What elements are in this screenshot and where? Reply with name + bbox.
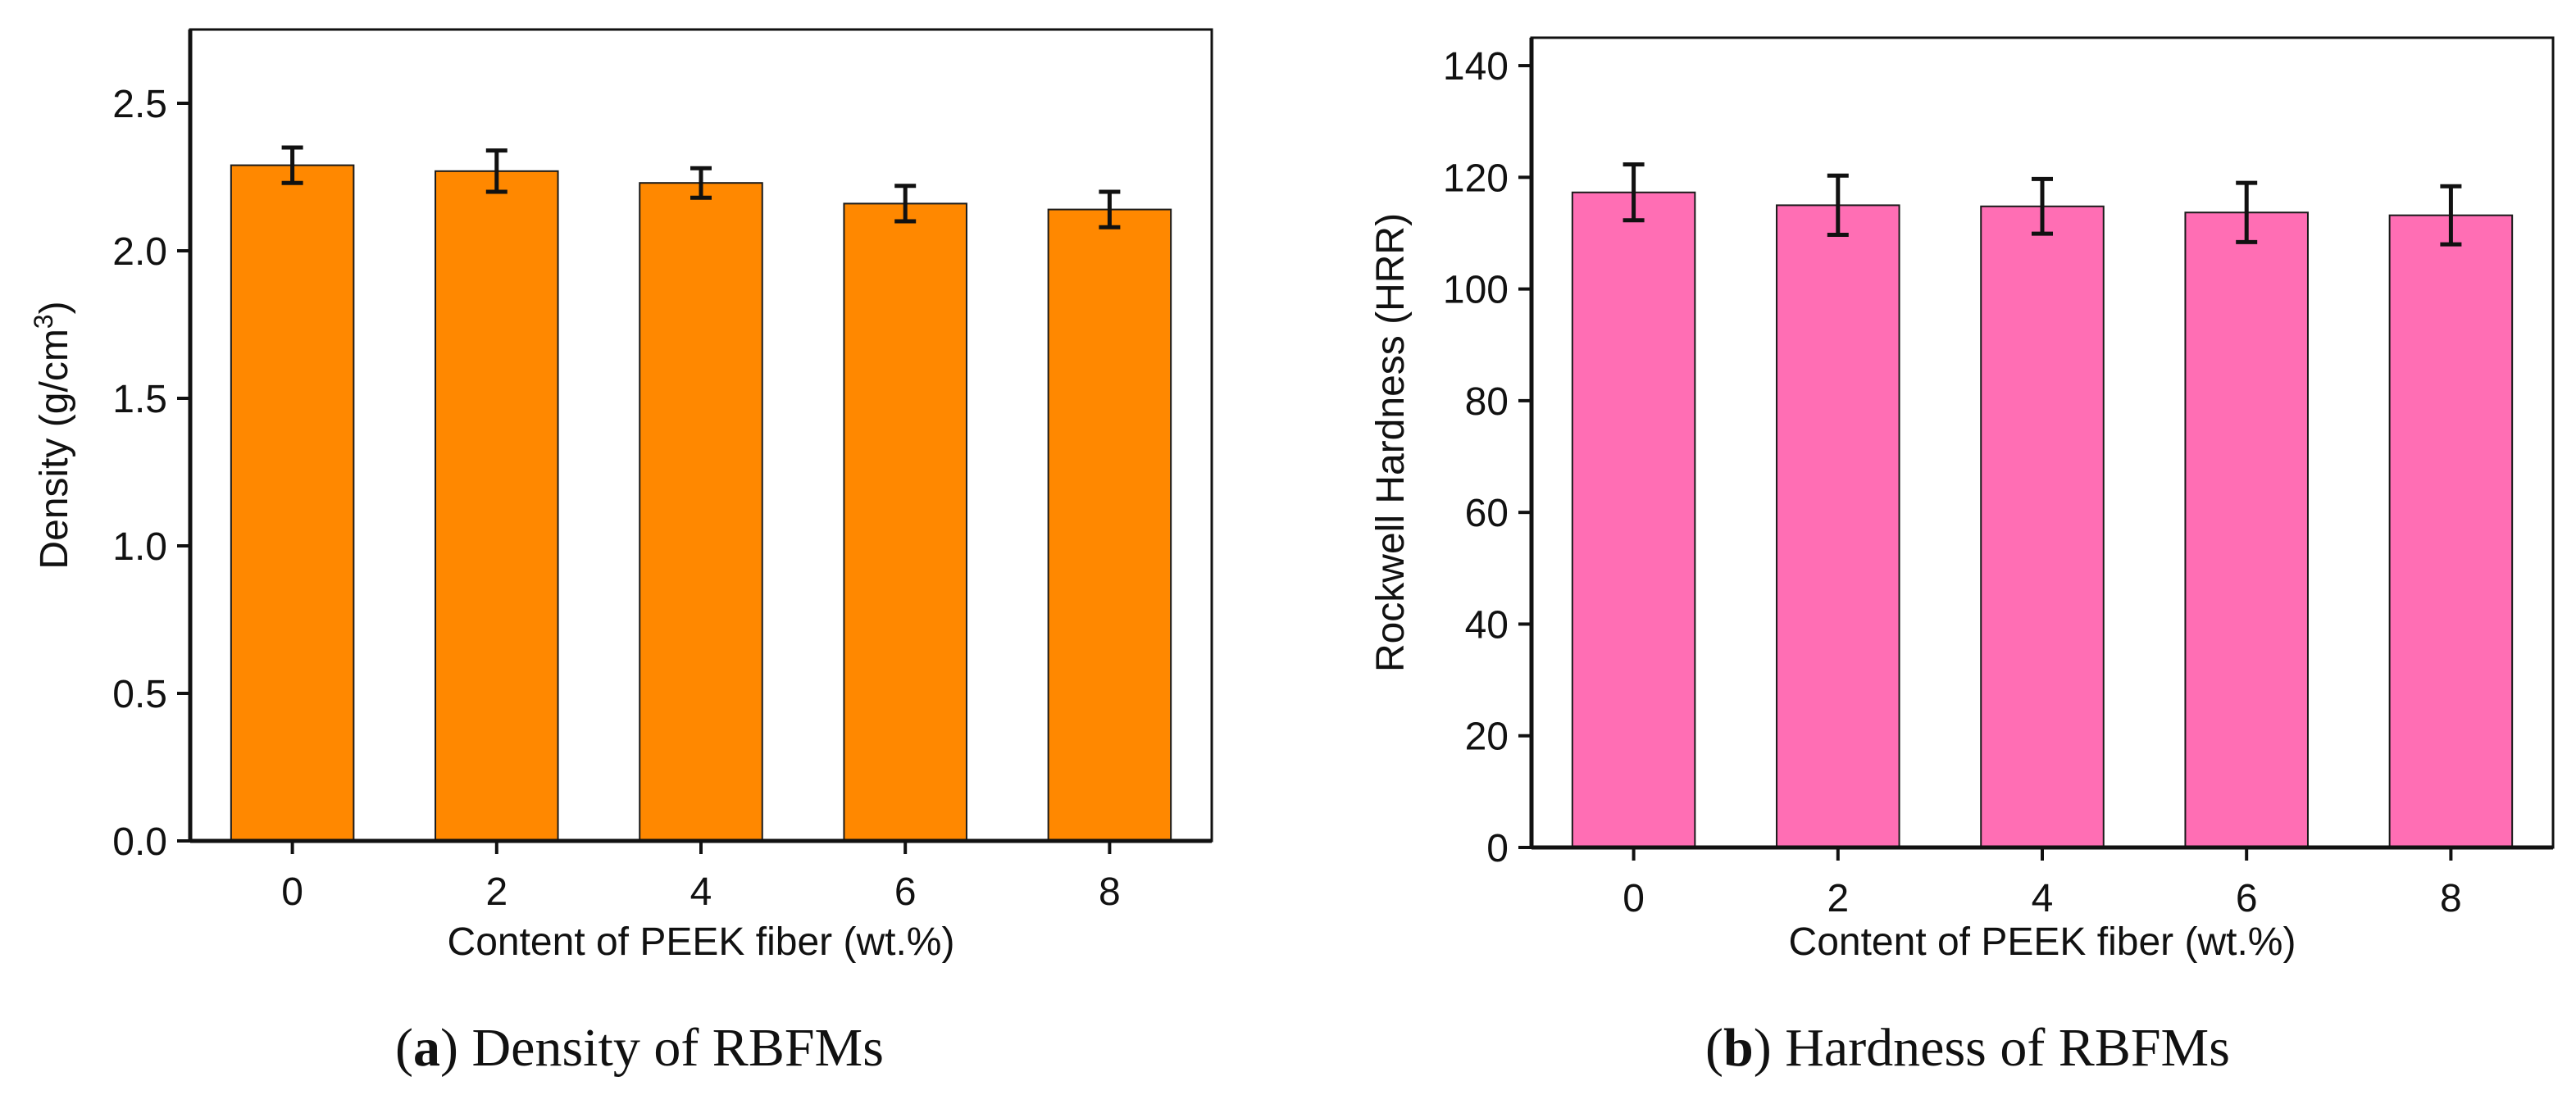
y-axis-label-close: ) <box>33 301 76 314</box>
bar-0 <box>1572 193 1695 847</box>
bar-0 <box>231 166 354 841</box>
x-tick-label: 2 <box>1827 877 1849 920</box>
y-tick-label: 0.0 <box>112 820 167 864</box>
x-tick-label: 4 <box>2032 877 2054 920</box>
bar-8 <box>1049 210 1172 841</box>
y-tick-label: 40 <box>1465 603 1509 647</box>
y-tick-label: 120 <box>1443 157 1509 200</box>
x-tick-label: 4 <box>690 870 712 914</box>
caption-text: Density of RBFMs <box>472 1018 884 1078</box>
panel-hardness: 0 20 40 60 80 100 120 140 0 2 4 6 8 Content of PEEK f… <box>1369 38 2553 1078</box>
y-tick-label: 20 <box>1465 716 1509 759</box>
bar-4 <box>1981 207 2104 847</box>
x-tick-label: 0 <box>281 870 303 914</box>
y-tick-label: 1.0 <box>112 525 167 569</box>
caption: (b) Hardness of RBFMs <box>1705 1018 2230 1078</box>
bar-2 <box>435 171 558 841</box>
bar-4 <box>639 183 762 841</box>
caption-text: Hardness of RBFMs <box>1785 1018 2230 1078</box>
x-tick-label: 0 <box>1623 877 1645 920</box>
caption-letter: b <box>1723 1018 1754 1078</box>
bar-2 <box>1777 205 1900 847</box>
x-axis-label: Content of PEEK fiber (wt.%) <box>448 920 955 964</box>
x-tick-label: 2 <box>485 870 507 914</box>
figure: 0.0 0.5 1.0 1.5 2.0 2.5 0 2 4 6 8 Content of PEEK f… <box>0 0 2576 1100</box>
figure-svg: 0.0 0.5 1.0 1.5 2.0 2.5 0 2 4 6 8 Content of PEEK f… <box>0 0 2576 1100</box>
x-tick-label: 6 <box>2236 877 2258 920</box>
y-tick-label: 2.0 <box>112 230 167 274</box>
bar-6 <box>2185 212 2308 847</box>
y-axis-label: Rockwell Hardness (HRR) <box>1369 213 1413 672</box>
x-axis-label: Content of PEEK fiber (wt.%) <box>1789 920 2296 964</box>
y-tick-label: 1.5 <box>112 378 167 421</box>
y-axis-label-sup: 3 <box>29 314 58 329</box>
bar-8 <box>2390 216 2513 847</box>
caption-letter: a <box>413 1018 440 1078</box>
y-axis-label: Density (g/cm3) <box>29 301 76 569</box>
y-tick-label: 140 <box>1443 45 1509 89</box>
x-tick-label: 8 <box>2440 877 2462 920</box>
y-tick-label: 2.5 <box>112 83 167 126</box>
caption: (a) Density of RBFMs <box>395 1018 884 1078</box>
y-tick-label: 100 <box>1443 269 1509 312</box>
y-tick-label: 80 <box>1465 380 1509 424</box>
y-tick-label: 0 <box>1486 827 1509 870</box>
y-tick-label: 60 <box>1465 492 1509 535</box>
panel-density: 0.0 0.5 1.0 1.5 2.0 2.5 0 2 4 6 8 Content of PEEK f… <box>29 30 1212 1078</box>
y-axis-label-main: Rockwell Hardness (HRR) <box>1369 213 1413 672</box>
y-axis-label-main: Density (g/cm <box>33 329 76 569</box>
x-tick-label: 8 <box>1099 870 1121 914</box>
y-tick-label: 0.5 <box>112 673 167 716</box>
x-tick-label: 6 <box>894 870 917 914</box>
bar-6 <box>844 203 967 841</box>
